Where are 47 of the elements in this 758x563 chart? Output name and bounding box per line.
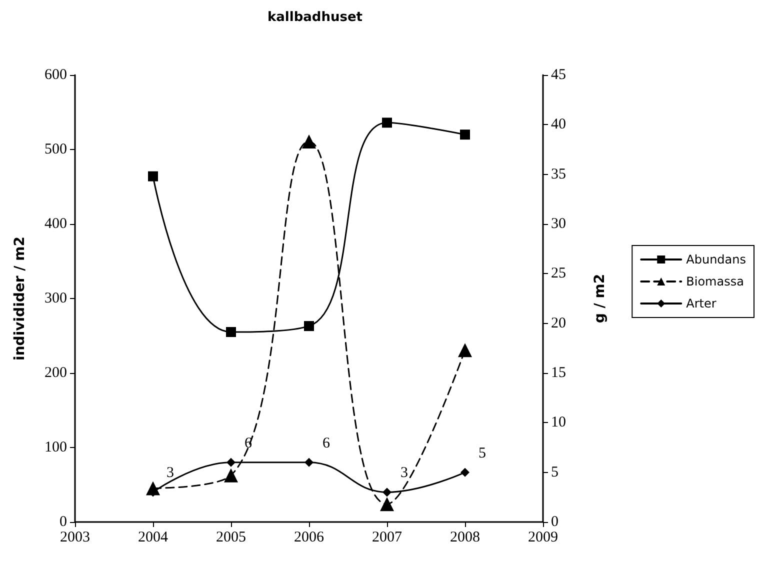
- y-tick-label: 200: [44, 365, 67, 381]
- data-label: 3: [166, 465, 174, 482]
- y2-tick-label: 25: [551, 266, 566, 282]
- point: [226, 458, 236, 467]
- y-tick-label: 300: [44, 290, 67, 306]
- y2-tick-label: 0: [551, 514, 558, 530]
- y-tick-label: 600: [44, 67, 67, 83]
- y2-tick-label: 20: [551, 315, 566, 332]
- point: [460, 468, 470, 477]
- y-tick-label: 100: [44, 440, 67, 456]
- point: [382, 488, 392, 497]
- y2-tick-label: 45: [551, 67, 566, 83]
- point: [226, 327, 236, 338]
- x-tick-label: 2003: [60, 530, 90, 546]
- point: [148, 171, 158, 182]
- chart-title: kallbadhuset: [268, 10, 362, 25]
- x-tick-label: 2006: [294, 530, 324, 546]
- y2-tick-label: 35: [551, 166, 566, 182]
- x-tick-label: 2009: [528, 530, 558, 546]
- y2-tick-label: 5: [551, 464, 558, 480]
- point: [304, 458, 314, 467]
- x-tick-label: 2004: [138, 530, 168, 546]
- y2-tick-label: 40: [551, 116, 566, 133]
- legend-label: Biomassa: [686, 274, 744, 288]
- point: [224, 468, 238, 482]
- data-label: 3: [400, 465, 408, 482]
- legend-label: Abundans: [686, 252, 746, 266]
- y2-tick-label: 10: [551, 414, 566, 431]
- y-axis-title: individider / m2: [12, 236, 28, 360]
- y2-tick-label: 30: [551, 216, 566, 232]
- point: [302, 134, 316, 149]
- x-tick-label: 2007: [372, 530, 402, 546]
- y2-axis-title: g / m2: [592, 274, 608, 324]
- x-tick-label: 2005: [216, 530, 246, 546]
- point: [382, 118, 392, 128]
- legend-label: Arter: [686, 296, 716, 310]
- x-tick-label: 2008: [450, 530, 480, 546]
- y-tick-label: 0: [60, 514, 67, 530]
- point: [460, 130, 470, 140]
- point: [380, 497, 394, 512]
- y-tick-label: 500: [44, 142, 67, 158]
- data-label: 5: [478, 445, 486, 462]
- point: [458, 343, 472, 358]
- y-tick-label: 400: [44, 216, 67, 232]
- data-label: 6: [322, 435, 330, 452]
- y2-tick-label: 15: [551, 365, 566, 381]
- point: [304, 321, 314, 332]
